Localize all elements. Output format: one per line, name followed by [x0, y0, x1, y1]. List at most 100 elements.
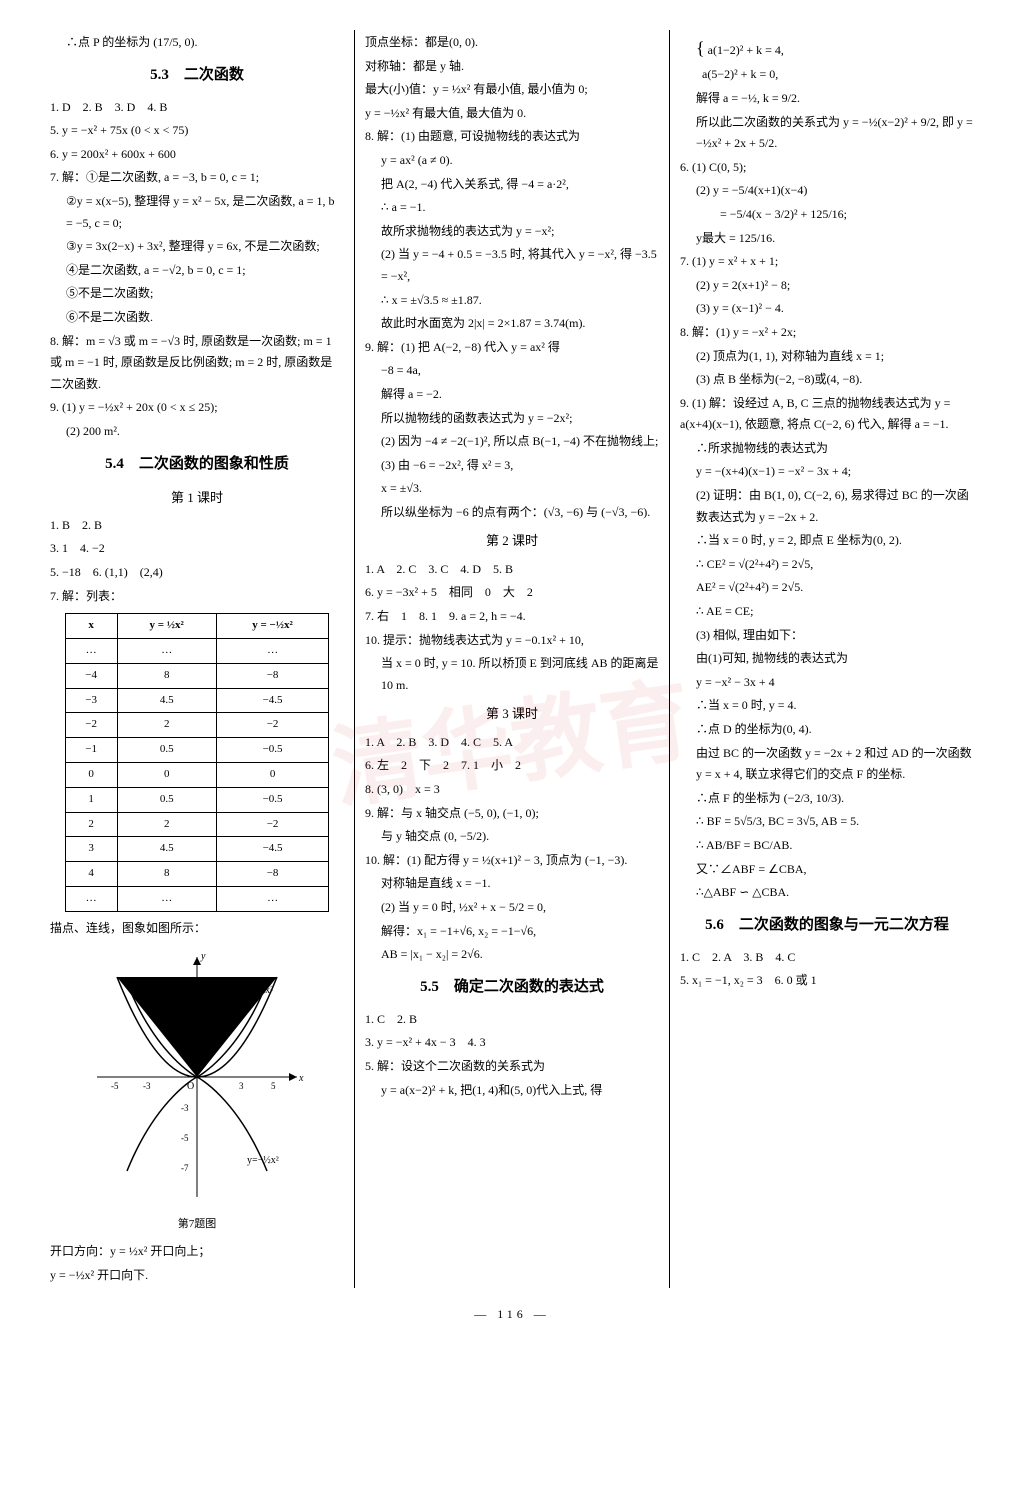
td: −3 — [65, 688, 117, 713]
svg-text:-7: -7 — [181, 1163, 189, 1173]
th: x — [65, 614, 117, 639]
answer-line: 1. A 2. B 3. D 4. C 5. A — [365, 732, 659, 754]
answer-line: ③y = 3x(2−x) + 3x², 整理得 y = 6x, 不是二次函数; — [50, 236, 344, 258]
td: 8 — [117, 663, 216, 688]
section-5-4: 5.4 二次函数的图象和性质 — [50, 451, 344, 478]
answer-line: 10. 解：(1) 配方得 y = ½(x+1)² − 3, 顶点为 (−1, … — [365, 850, 659, 872]
text-line: 解得 a = −2. — [365, 384, 659, 406]
td: −8 — [216, 663, 328, 688]
text-line: ∴当 x = 0 时, y = 2, 即点 E 坐标为(0, 2). — [680, 530, 974, 552]
answer-line: 8. (3, 0) x = 3 — [365, 779, 659, 801]
text-line: −8 = 4a, — [365, 360, 659, 382]
text-line: ∴ AE = CE; — [680, 601, 974, 623]
text-line: (2) y = 2(x+1)² − 8; — [680, 275, 974, 297]
text-line: ∴△ABF ∽ △CBA. — [680, 882, 974, 904]
section-5-3: 5.3 二次函数 — [50, 62, 344, 89]
answer-line: 9. 解：与 x 轴交点 (−5, 0), (−1, 0); — [365, 803, 659, 825]
text-line: ∴点 P 的坐标为 (17/5, 0). — [50, 32, 344, 54]
text-line: 所以抛物线的函数表达式为 y = −2x²; — [365, 408, 659, 430]
eq-line: 解得 a = −½, k = 9/2. — [680, 88, 974, 110]
answer-line: (2) 200 m². — [50, 421, 344, 443]
section-5-6: 5.6 二次函数的图象与一元二次方程 — [680, 912, 974, 939]
answer-line: 5. y = −x² + 75x (0 < x < 75) — [50, 120, 344, 142]
td: 3 — [65, 837, 117, 862]
text-line: x = ±√3. — [365, 478, 659, 500]
answer-line: 解得：x₁ = −1+√6, x₂ = −1−√6, — [365, 921, 659, 943]
answer-line: 5. x₁ = −1, x₂ = 3 6. 0 或 1 — [680, 970, 974, 992]
td: 0.5 — [117, 787, 216, 812]
answer-line: ②y = x(x−5), 整理得 y = x² − 5x, 是二次函数, a =… — [50, 191, 344, 234]
text-line: 开口方向：y = ½x² 开口向上； — [50, 1241, 344, 1263]
text-line: ∴ a = −1. — [365, 197, 659, 219]
text-line: 9. (1) 解：设经过 A, B, C 三点的抛物线表达式为 y = a(x+… — [680, 393, 974, 436]
text-line: y = −½x² 开口向下. — [50, 1265, 344, 1287]
text-line: (2) 当 y = −4 + 0.5 = −3.5 时, 将其代入 y = −x… — [365, 244, 659, 287]
answer-line: ④是二次函数, a = −√2, b = 0, c = 1; — [50, 260, 344, 282]
text-line: (2) 顶点为(1, 1), 对称轴为直线 x = 1; — [680, 346, 974, 368]
th: y = ½x² — [117, 614, 216, 639]
td: −4 — [65, 663, 117, 688]
td: −4.5 — [216, 837, 328, 862]
graph-caption: 第7题图 — [50, 1215, 344, 1235]
svg-text:y=−½x²: y=−½x² — [247, 1155, 279, 1166]
td: −8 — [216, 862, 328, 887]
td: … — [216, 639, 328, 664]
answer-line: 7. 解：①是二次函数, a = −3, b = 0, c = 1; — [50, 167, 344, 189]
text-line: (2) 因为 −4 ≠ −2(−1)², 所以点 B(−1, −4) 不在抛物线… — [365, 431, 659, 453]
text-line: ∴ CE² = √(2²+4²) = 2√5, — [680, 554, 974, 576]
text-line: (3) 相似, 理由如下： — [680, 625, 974, 647]
td: … — [117, 887, 216, 912]
text-line: 又∵∠ABF = ∠CBA, — [680, 859, 974, 881]
svg-text:y: y — [200, 951, 206, 962]
svg-text:-5: -5 — [111, 1081, 119, 1091]
answer-line: 10. 提示：抛物线表达式为 y = −0.1x² + 10, — [365, 630, 659, 652]
text-line: y最大 = 125/16. — [680, 228, 974, 250]
td: −2 — [65, 713, 117, 738]
text-line: (2) 证明：由 B(1, 0), C(−2, 6), 易求得过 BC 的一次函… — [680, 485, 974, 528]
text-line: 故所求抛物线的表达式为 y = −x²; — [365, 221, 659, 243]
eq: a(1−2)² + k = 4, — [708, 43, 784, 57]
text-line: (3) 点 B 坐标为(−2, −8)或(4, −8). — [680, 369, 974, 391]
text-line: ∴ x = ±√3.5 ≈ ±1.87. — [365, 290, 659, 312]
answer-line: 1. D 2. B 3. D 4. B — [50, 97, 344, 119]
text-line: y = −½x² 有最大值, 最大值为 0. — [365, 103, 659, 125]
td: 0 — [65, 763, 117, 788]
text-line: ∴当 x = 0 时, y = 4. — [680, 695, 974, 717]
answer-line: AB = |x₁ − x₂| = 2√6. — [365, 944, 659, 966]
answer-line: 1. C 2. B — [365, 1009, 659, 1031]
td: … — [216, 887, 328, 912]
answer-line: 3. y = −x² + 4x − 3 4. 3 — [365, 1032, 659, 1054]
answer-line: (2) 当 y = 0 时, ½x² + x − 5/2 = 0, — [365, 897, 659, 919]
answer-line: 1. A 2. C 3. C 4. D 5. B — [365, 559, 659, 581]
text-line: 6. (1) C(0, 5); — [680, 157, 974, 179]
td: 0.5 — [117, 738, 216, 763]
answer-line: 1. B 2. B — [50, 515, 344, 537]
text-line: 顶点坐标：都是(0, 0). — [365, 32, 659, 54]
parabola-graph: x y O -5 -3 3 5 7 5 3 -3 -5 -7 y=½x² y=−… — [87, 947, 307, 1207]
answer-line: 5. −18 6. (1,1) (2,4) — [50, 562, 344, 584]
page: ∴点 P 的坐标为 (17/5, 0). 5.3 二次函数 1. D 2. B … — [40, 30, 984, 1288]
td: … — [65, 887, 117, 912]
svg-text:x: x — [298, 1073, 304, 1084]
column-2: 顶点坐标：都是(0, 0). 对称轴：都是 y 轴. 最大(小)值：y = ½x… — [354, 30, 669, 1288]
answer-line: 当 x = 0 时, y = 10. 所以桥顶 E 到河底线 AB 的距离是 1… — [365, 653, 659, 696]
answer-line: 7. 解：列表： — [50, 586, 344, 608]
text-line: AE² = √(2²+4²) = 2√5. — [680, 577, 974, 599]
td: −1 — [65, 738, 117, 763]
td: … — [65, 639, 117, 664]
lesson-1: 第 1 课时 — [50, 486, 344, 509]
td: −2 — [216, 713, 328, 738]
text-line: 对称轴：都是 y 轴. — [365, 56, 659, 78]
text-line: ∴点 D 的坐标为(0, 4). — [680, 719, 974, 741]
svg-text:-3: -3 — [143, 1081, 151, 1091]
answer-line: 8. 解：m = √3 或 m = −√3 时, 原函数是一次函数; m = 1… — [50, 331, 344, 396]
text-line: ∴所求抛物线的表达式为 — [680, 438, 974, 460]
graph-intro: 描点、连线，图象如图所示： — [50, 918, 344, 940]
text-line: 9. 解：(1) 把 A(−2, −8) 代入 y = ax² 得 — [365, 337, 659, 359]
text-line: 所以纵坐标为 −6 的点有两个：(√3, −6) 与 (−√3, −6). — [365, 502, 659, 524]
eq: a(5−2)² + k = 0, — [702, 67, 778, 81]
td: 8 — [117, 862, 216, 887]
page-number: — 116 — — [40, 1304, 984, 1326]
td: 1 — [65, 787, 117, 812]
text-line: (3) y = (x−1)² − 4. — [680, 298, 974, 320]
